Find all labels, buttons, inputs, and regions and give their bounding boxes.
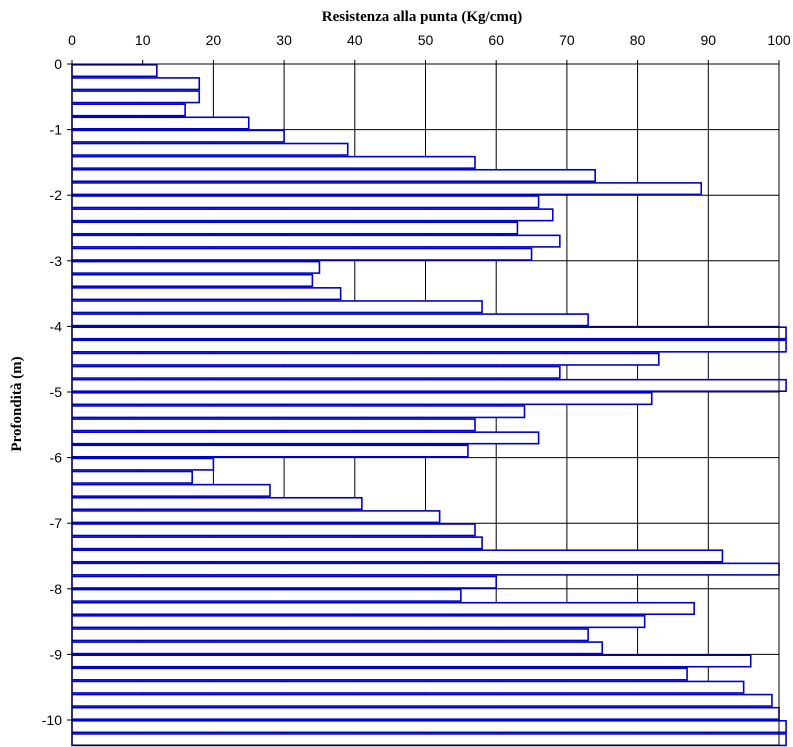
x-tick-label: 40 (347, 32, 363, 48)
bar (71, 628, 589, 642)
bar (71, 431, 540, 445)
bar (71, 378, 787, 392)
bar (71, 457, 215, 471)
x-axis-title: Resistenza alla punta (Kg/cmq) (322, 9, 522, 25)
bar (71, 588, 462, 602)
bar (71, 510, 441, 524)
x-tick-label: 100 (767, 32, 791, 48)
bar (71, 549, 724, 563)
bar (71, 339, 787, 353)
bar (71, 195, 540, 209)
x-tick-label: 0 (68, 32, 76, 48)
bar (71, 365, 561, 379)
bar (71, 405, 526, 419)
y-tick-label: -9 (50, 646, 63, 662)
bar (71, 326, 787, 340)
bar (71, 654, 752, 668)
bar (71, 116, 250, 130)
bar (71, 90, 201, 104)
bar (71, 352, 660, 366)
bar (71, 273, 314, 288)
y-tick-label: -3 (50, 253, 63, 269)
bar (71, 287, 342, 301)
bar (71, 483, 271, 497)
bar (71, 523, 476, 537)
x-tick-label: 20 (206, 32, 222, 48)
bar (71, 667, 688, 681)
bar (71, 313, 589, 327)
bar (71, 260, 321, 274)
bar (71, 575, 498, 589)
bar (71, 418, 476, 432)
plot-frame (71, 63, 780, 746)
bar (71, 208, 554, 222)
x-tick-label: 80 (630, 32, 646, 48)
bar (71, 300, 483, 314)
bar (71, 444, 469, 458)
bar (71, 221, 519, 235)
y-tick-label: -4 (50, 318, 63, 334)
bar (71, 182, 703, 196)
bar (71, 142, 349, 156)
bar (71, 391, 653, 406)
y-axis-title: Profondità (m) (9, 356, 25, 451)
y-tick-labels: 0 -1 -2 -3 -4 -5 -6 -7 -8 -9 -10 (42, 56, 62, 728)
bar (71, 693, 773, 707)
y-tick-label: -7 (50, 515, 63, 531)
y-tick-label: -6 (50, 450, 63, 466)
bar (71, 641, 604, 655)
bar (71, 706, 780, 720)
bar (71, 168, 596, 183)
bar (71, 103, 186, 117)
y-tick-label: -2 (50, 187, 63, 203)
bar (71, 562, 780, 576)
bar (71, 496, 363, 511)
bar (71, 601, 695, 616)
y-tick-label: -8 (50, 581, 63, 597)
bar (71, 733, 787, 747)
bar (71, 129, 285, 143)
y-tick-label: -5 (50, 384, 63, 400)
bar (71, 680, 745, 694)
bar (71, 615, 646, 629)
bar (71, 64, 158, 78)
bars (71, 64, 787, 747)
y-tick-label: -10 (42, 712, 62, 728)
x-tick-label: 60 (488, 32, 504, 48)
x-tick-label: 90 (701, 32, 717, 48)
x-tick-label: 30 (276, 32, 292, 48)
bar (71, 77, 201, 91)
x-tick-label: 70 (559, 32, 575, 48)
x-tick-label: 50 (418, 32, 434, 48)
bar (71, 155, 476, 169)
bar (71, 234, 561, 248)
bar (71, 719, 787, 734)
x-tick-label: 10 (135, 32, 151, 48)
bar (71, 247, 533, 261)
x-tick-labels: 0 10 20 30 40 50 60 70 80 90 100 (68, 32, 791, 48)
bar (71, 536, 483, 550)
y-tick-label: 0 (54, 56, 62, 72)
y-tick-label: -1 (50, 122, 63, 138)
bar (71, 470, 193, 484)
